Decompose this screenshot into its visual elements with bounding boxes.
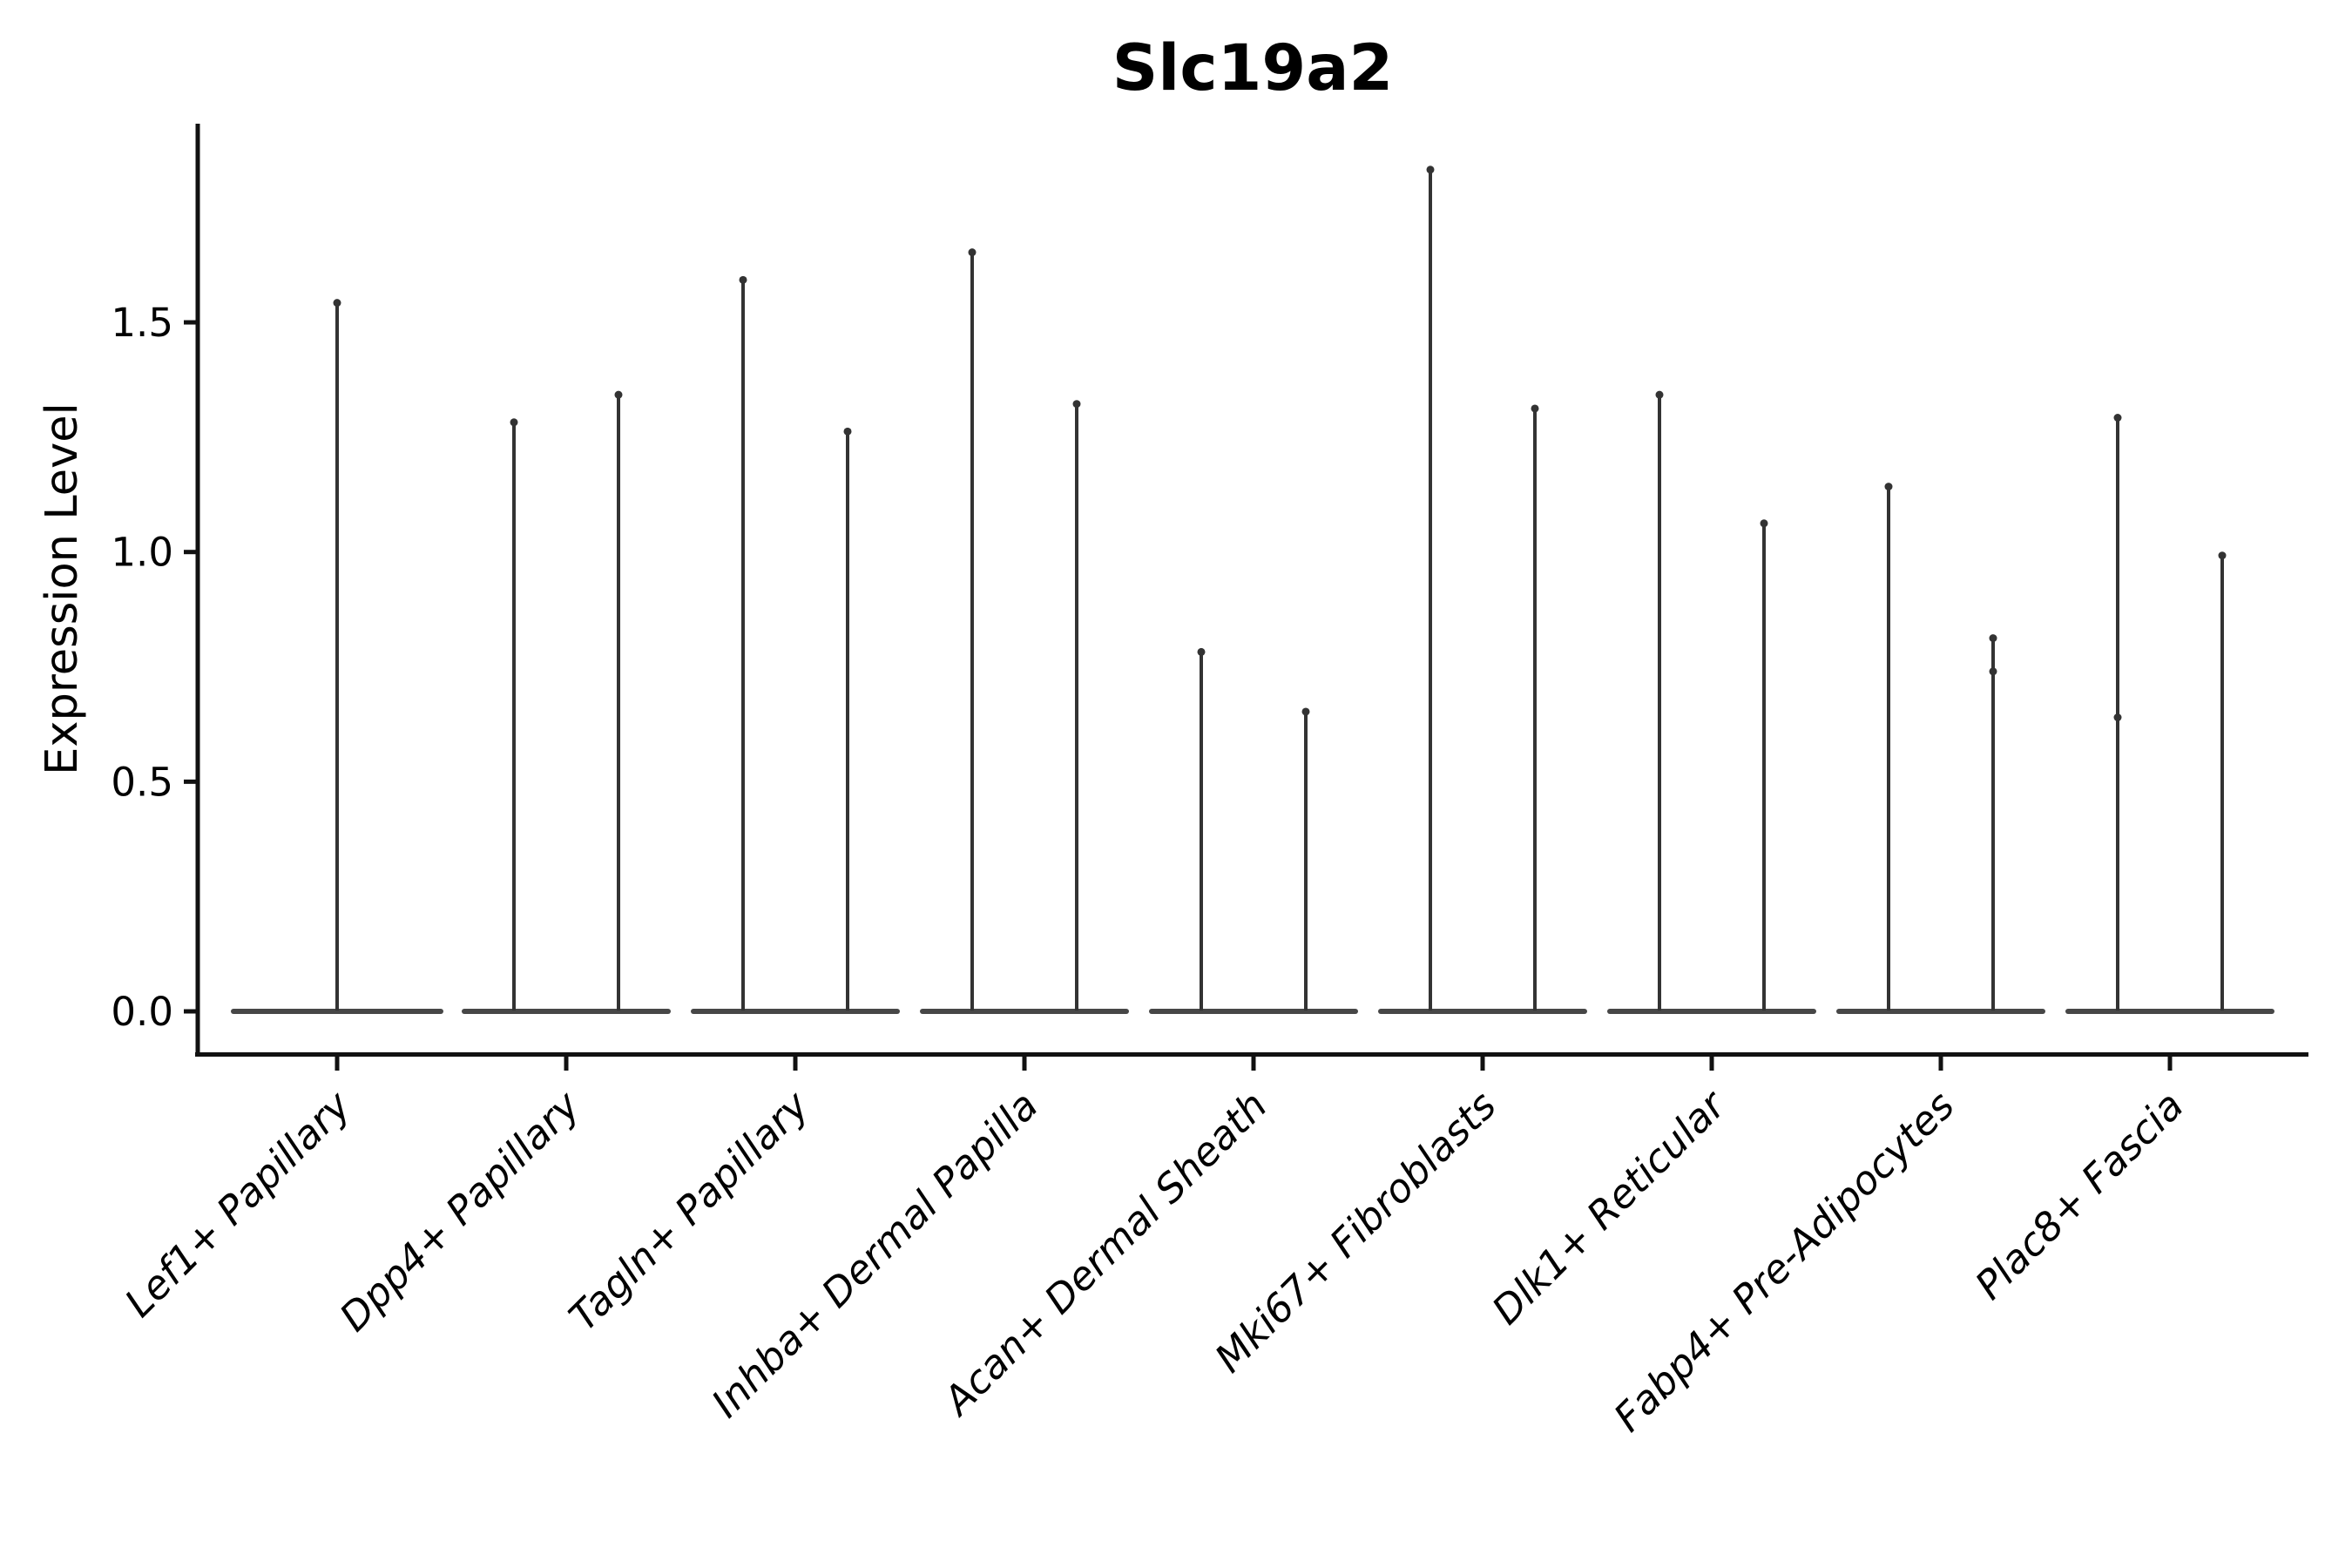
violin-spike-tip xyxy=(1760,519,1768,528)
violin-spike-tip xyxy=(2218,551,2227,560)
violin-spike-tip xyxy=(1655,390,1664,399)
y-axis-label: Expression Level xyxy=(37,402,88,775)
violin-spike-tip xyxy=(1426,166,1435,174)
violin-spike-tip xyxy=(843,427,852,436)
x-tick-label: Plac8+ Fascia xyxy=(1966,1082,2193,1308)
violin-spike-tip xyxy=(333,299,341,308)
violin-spike-tip xyxy=(739,275,747,284)
violin-spike-tip xyxy=(1531,404,1539,413)
violin-spike-tip xyxy=(2113,414,2122,422)
violin-spike-tip xyxy=(1301,707,1310,716)
violin-bump xyxy=(1989,667,1997,676)
y-tick-label: 1.0 xyxy=(111,530,173,576)
violin-group xyxy=(1607,390,1816,1014)
violin-spike-tip xyxy=(1884,483,1893,491)
x-tick-label: Tagln+ Papillary xyxy=(560,1081,819,1340)
violin-group xyxy=(691,275,900,1014)
violin-group xyxy=(920,248,1129,1014)
x-tick-label: Dpp4+ Papillary xyxy=(331,1081,590,1340)
x-tick-label: Lef1+ Papillary xyxy=(116,1081,361,1326)
y-tick-label: 0.0 xyxy=(111,989,173,1035)
violin-group xyxy=(1149,647,1358,1014)
violin-group xyxy=(231,299,443,1014)
violin-group xyxy=(2065,414,2274,1014)
violin-spike-tip xyxy=(1989,634,1997,643)
violin-group xyxy=(1836,483,2045,1014)
violin-group xyxy=(1378,166,1587,1014)
chart-title: Slc19a2 xyxy=(1112,31,1394,105)
violin-spike-tip xyxy=(614,390,623,399)
violin-spike-tip xyxy=(1197,647,1206,656)
violin-spike-tip xyxy=(1072,400,1081,409)
x-tick-label: Dlk1+ Reticular xyxy=(1483,1081,1735,1334)
violin-group xyxy=(462,390,671,1014)
y-tick-label: 0.5 xyxy=(111,759,173,805)
violin-spike-tip xyxy=(510,418,518,427)
y-tick-label: 1.5 xyxy=(111,300,173,346)
violin-spike-tip xyxy=(968,248,977,257)
violins-layer xyxy=(231,166,2274,1014)
y-axis-ticks: 0.0 0.5 1.0 1.5 xyxy=(111,300,198,1035)
violin-bump xyxy=(2113,713,2122,722)
